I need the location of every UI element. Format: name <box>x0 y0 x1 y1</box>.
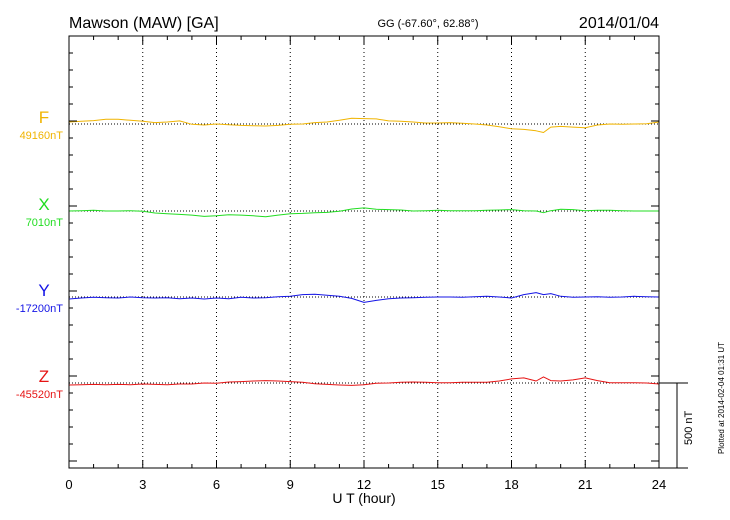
x-tick-label: 21 <box>578 477 592 492</box>
series-z-line <box>68 376 660 386</box>
grid-layer <box>69 36 659 468</box>
x-tick-label: 15 <box>431 477 445 492</box>
series-y-baseline: -17200nT <box>16 303 63 315</box>
series-z-label: Z <box>39 367 49 386</box>
series-x-baseline: 7010nT <box>26 217 64 229</box>
scale-bar: 500 nT <box>659 382 695 469</box>
x-axis-label: U T (hour) <box>332 490 395 506</box>
tick-layer <box>68 35 660 468</box>
series-f-baseline: 49160nT <box>20 130 64 142</box>
series-x-line <box>68 207 659 218</box>
series-layer <box>68 117 660 386</box>
x-tick-label: 3 <box>139 477 146 492</box>
x-tick-label: 24 <box>652 477 666 492</box>
scale-bar-label: 500 nT <box>683 410 695 445</box>
x-tick-label: 6 <box>213 477 220 492</box>
x-tick-label: 0 <box>65 477 72 492</box>
plot-date: 2014/01/04 <box>579 15 659 32</box>
plotted-note: Plotted at 2014-02-04 01:31 UT <box>717 342 726 454</box>
series-f-label: F <box>39 108 49 127</box>
station-title: Mawson (MAW) [GA] <box>69 15 219 32</box>
series-y-label: Y <box>38 281 49 300</box>
x-tick-label: 9 <box>287 477 294 492</box>
station-coords: GG (-67.60°, 62.88°) <box>377 18 478 30</box>
label-layer: 0 3 6 9 12 15 18 21 24 F 49160nT X 7010nT Y -17200nT Z -… <box>16 108 666 492</box>
x-tick-label: 18 <box>504 477 518 492</box>
series-z-baseline: -45520nT <box>16 389 63 401</box>
x-tick-label: 12 <box>357 477 371 492</box>
series-f-line <box>68 117 660 133</box>
series-x-label: X <box>38 195 49 214</box>
series-y-line <box>68 292 660 303</box>
